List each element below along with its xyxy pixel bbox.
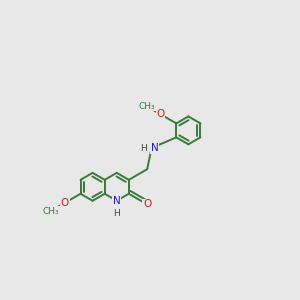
Text: N: N <box>113 196 121 206</box>
Text: O: O <box>143 200 151 209</box>
Text: H: H <box>113 208 120 217</box>
Text: O: O <box>156 109 165 119</box>
Text: CH₃: CH₃ <box>42 206 59 215</box>
Text: N: N <box>151 143 158 153</box>
Text: H: H <box>140 143 147 152</box>
Text: O: O <box>61 198 69 208</box>
Text: CH₃: CH₃ <box>138 102 155 111</box>
